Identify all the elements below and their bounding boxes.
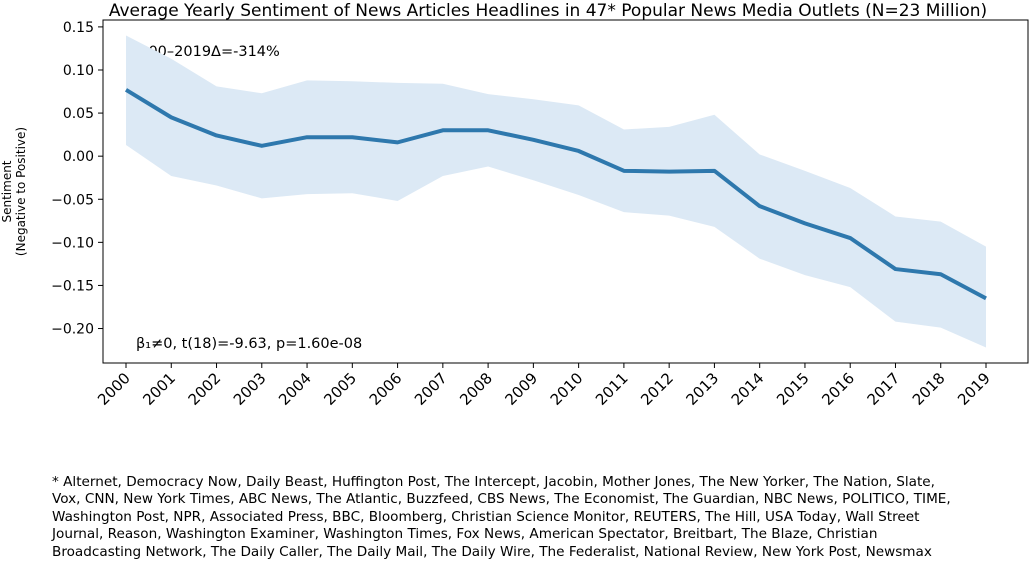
x-tick-label: 2018: [909, 369, 949, 409]
x-tick-label: 2019: [954, 369, 994, 409]
chart-title: Average Yearly Sentiment of News Article…: [109, 1, 987, 21]
x-tick-label: 2009: [501, 369, 541, 409]
y-axis-label: (Negative to Positive): [14, 127, 28, 256]
plot-frame: [102, 19, 1029, 364]
footnote: * Alternet, Democracy Now, Daily Beast, …: [52, 474, 1027, 561]
y-tick-label: −0.15: [51, 278, 94, 294]
x-tick-label: 2001: [139, 369, 179, 409]
x-tick-label: 2002: [185, 369, 225, 409]
y-tick-label: 0.00: [63, 149, 94, 165]
x-tick-label: 2012: [637, 369, 677, 409]
x-tick-label: 2015: [773, 369, 813, 409]
x-tick-label: 2003: [230, 369, 270, 409]
x-tick-label: 2013: [683, 369, 723, 409]
footnote-line: Broadcasting Network, The Daily Caller, …: [52, 543, 932, 560]
x-tick-label: 2016: [818, 369, 858, 409]
x-tick-label: 2005: [320, 369, 360, 409]
x-tick-label: 2011: [592, 369, 632, 409]
confidence-band: [126, 35, 986, 348]
annotation: β₁≠0, t(18)=-9.63, p=1.60e-08: [136, 336, 362, 352]
chart: Average Yearly Sentiment of News Article…: [0, 1, 1029, 409]
x-tick-label: 2006: [366, 369, 406, 409]
x-tick-label: 2007: [411, 369, 451, 409]
x-tick-label: 2008: [456, 369, 496, 409]
footnote-line: Washington Post, NPR, Associated Press, …: [52, 508, 920, 525]
footnote-line: Journal, Reason, Washington Examiner, Wa…: [52, 526, 878, 543]
y-tick-label: 0.15: [63, 20, 94, 36]
y-tick-label: 0.05: [63, 106, 94, 122]
x-tick-label: 2010: [547, 369, 587, 409]
y-tick-label: −0.05: [51, 192, 94, 208]
x-tick-label: 2017: [864, 369, 904, 409]
line: [124, 88, 987, 301]
y-axis-label: Sentiment: [0, 160, 14, 222]
y-tick-label: −0.20: [51, 322, 94, 338]
annotation: 2000–2019Δ=-314%: [130, 44, 280, 60]
x-tick-label: 2014: [728, 369, 768, 409]
x-tick-label: 2000: [94, 369, 134, 409]
footnote-line: Vox, CNN, New York Times, ABC News, The …: [52, 491, 951, 508]
x-tick-label: 2004: [275, 369, 315, 409]
y-tick-label: 0.10: [63, 63, 94, 79]
footnote-line: * Alternet, Democracy Now, Daily Beast, …: [52, 474, 935, 490]
y-tick-label: −0.10: [51, 235, 94, 251]
